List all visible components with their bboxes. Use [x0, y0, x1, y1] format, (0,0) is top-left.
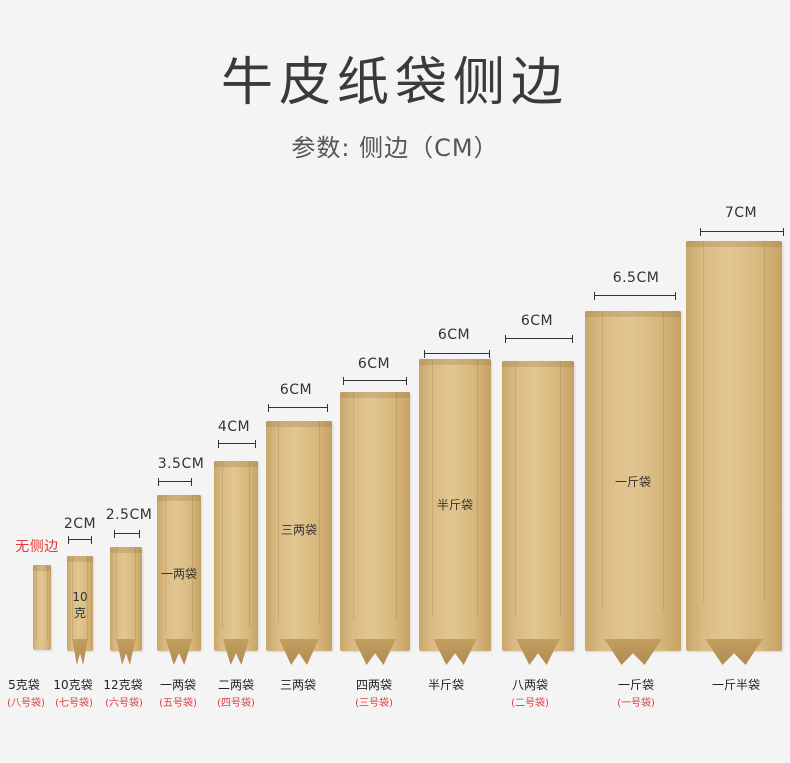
- bag-12g: [110, 547, 142, 665]
- bag-half-jin: 半斤袋: [419, 359, 491, 665]
- bag-name: 12克袋: [103, 678, 143, 692]
- bag-print-label: 10克: [72, 590, 88, 620]
- bag-gusset-fold: [705, 639, 763, 665]
- bag-top-seal: [502, 361, 574, 367]
- bag-1jin: 一斤袋: [585, 311, 681, 665]
- bag-sub-name: (三号袋): [355, 698, 393, 709]
- dimension-bar: [268, 404, 328, 412]
- bag-sub-name: (五号袋): [159, 698, 197, 709]
- bag-gusset-fold: [516, 639, 560, 665]
- bag-top-seal: [340, 392, 410, 398]
- bag-name: 10克袋: [53, 678, 93, 692]
- dimension-bar: [68, 536, 92, 544]
- dimension-label: 4CM: [217, 419, 251, 435]
- bag-name: 5克袋: [8, 678, 40, 692]
- bag-name: 四两袋: [355, 678, 392, 692]
- bag-gusset-fold: [433, 639, 477, 665]
- bag-top-seal: [33, 565, 51, 571]
- bag-print-label: 半斤袋: [436, 498, 473, 512]
- bag-top-seal: [157, 495, 201, 501]
- page-title: 牛皮纸袋侧边: [220, 53, 569, 113]
- bag-top-seal: [686, 241, 782, 247]
- bag-5g: [33, 565, 51, 650]
- bag-print-label: 三两袋: [280, 523, 317, 537]
- bag-gusset-fold: [279, 639, 319, 665]
- bag-sub-name: (六号袋): [105, 698, 143, 709]
- bag-top-seal: [110, 547, 142, 553]
- dimension-bar: [218, 440, 256, 448]
- bag-8liang: [502, 361, 574, 665]
- dimension-label: 2.5CM: [105, 507, 153, 523]
- bag-gusset-fold: [72, 639, 88, 665]
- dimension-label: 3.5CM: [157, 456, 205, 472]
- bag-10g: 10克: [67, 556, 93, 665]
- bag-name: 八两袋: [511, 678, 548, 692]
- dimension-bar: [594, 292, 676, 300]
- dimension-bar: [158, 478, 192, 486]
- dimension-bar: [424, 350, 490, 358]
- bag-print-label: 一两袋: [160, 567, 197, 581]
- dimension-label: 2CM: [63, 516, 97, 532]
- bag-top-seal: [585, 311, 681, 317]
- bag-top-seal: [266, 421, 332, 427]
- bag-name: 一斤袋: [617, 678, 654, 692]
- dimension-label: 6CM: [357, 356, 391, 372]
- dimension-label: 6.5CM: [612, 270, 660, 286]
- bag-name: 一两袋: [159, 678, 196, 692]
- bag-print-label: 一斤袋: [614, 475, 651, 489]
- bag-name: 半斤袋: [427, 678, 464, 692]
- bag-top-seal: [214, 461, 258, 467]
- dimension-bar: [700, 228, 784, 236]
- dimension-bar: [343, 377, 407, 385]
- bag-gusset-fold: [165, 639, 193, 665]
- bag-gusset-fold: [222, 639, 250, 665]
- dimension-label: 7CM: [724, 205, 758, 221]
- bag-sub-name: (二号袋): [511, 698, 549, 709]
- dimension-bar: [114, 530, 140, 538]
- bag-4liang: [340, 392, 410, 665]
- dimension-label: 6CM: [520, 313, 554, 329]
- bag-sub-name: (七号袋): [55, 698, 93, 709]
- bag-2liang: [214, 461, 258, 665]
- bag-sub-name: (八号袋): [7, 698, 45, 709]
- bag-top-seal: [67, 556, 93, 562]
- bag-gusset-fold: [604, 639, 662, 665]
- bag-name: 三两袋: [279, 678, 316, 692]
- bag-1liang: 一两袋: [157, 495, 201, 665]
- page-subtitle: 参数: 侧边（CM）: [291, 134, 499, 162]
- bag-1-5jin: [686, 241, 782, 665]
- bag-sub-name: (四号袋): [217, 698, 255, 709]
- bag-3liang: 三两袋: [266, 421, 332, 665]
- bag-gusset-fold: [354, 639, 396, 665]
- dimension-label: 6CM: [279, 382, 313, 398]
- dimension-label: 6CM: [437, 327, 471, 343]
- bag-gusset-fold: [116, 639, 136, 665]
- bag-sub-name: (一号袋): [617, 698, 655, 709]
- bag-name: 一斤半袋: [711, 678, 760, 692]
- bag-name: 二两袋: [217, 678, 254, 692]
- bag-top-seal: [419, 359, 491, 365]
- dimension-bar: [505, 335, 573, 343]
- dimension-label-no-gusset: 无侧边: [15, 539, 59, 555]
